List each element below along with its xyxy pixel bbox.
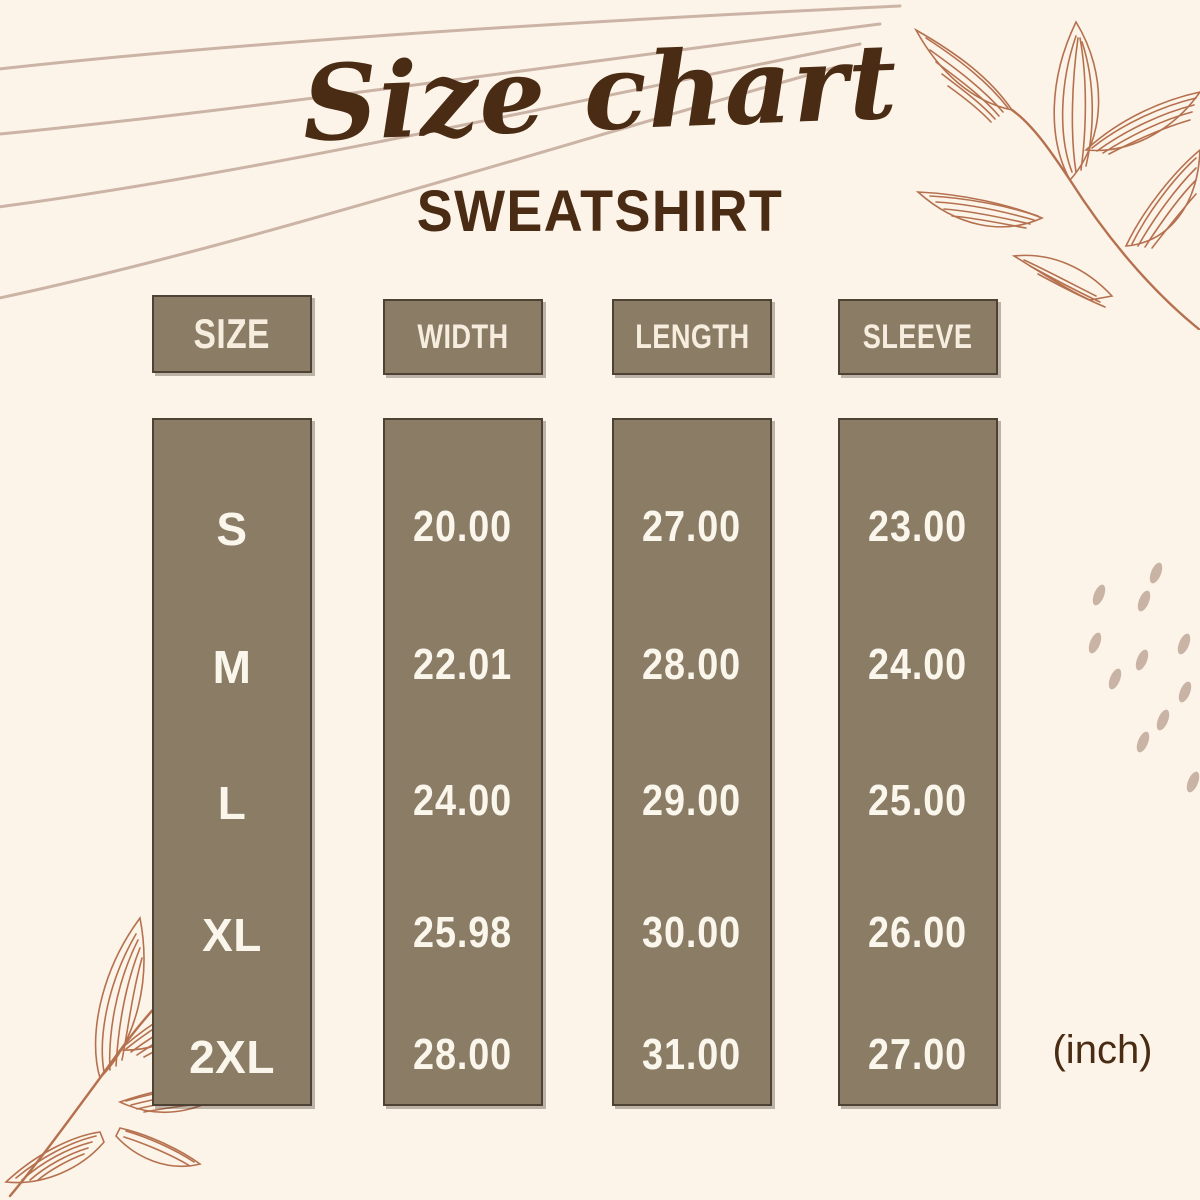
column-header-width-label: WIDTH [417, 317, 509, 356]
cell-sleeve: 26.00 [868, 908, 968, 957]
cell-sleeve: 24.00 [868, 640, 968, 689]
cell-width: 22.01 [413, 640, 513, 689]
seed-dot-cluster [1088, 562, 1200, 793]
cell-sleeve: 23.00 [868, 502, 968, 551]
cell-size: S [216, 503, 248, 555]
column-header-length-label: LENGTH [634, 317, 750, 356]
cell-size: XL [202, 909, 262, 961]
cell-width: 28.00 [413, 1030, 513, 1079]
column-body-size: S M L XL 2XL [152, 418, 312, 1106]
column-header-sleeve: SLEEVE [838, 299, 998, 375]
column-header-length: LENGTH [612, 299, 772, 375]
cell-sleeve: 27.00 [868, 1030, 968, 1079]
cell-size: L [217, 777, 247, 829]
cell-length: 31.00 [642, 1030, 742, 1079]
column-header-size-label: SIZE [193, 310, 271, 357]
unit-label: (inch) [1052, 1028, 1153, 1072]
column-header-size: SIZE [152, 295, 312, 373]
cell-width: 20.00 [413, 502, 513, 551]
cell-size: M [212, 641, 252, 693]
cell-sleeve: 25.00 [868, 776, 968, 825]
cell-length: 29.00 [642, 776, 742, 825]
cell-width: 25.98 [413, 908, 513, 957]
column-body-sleeve: 23.00 24.00 25.00 26.00 27.00 [838, 418, 998, 1106]
cell-length: 30.00 [642, 908, 742, 957]
column-body-width: 20.00 22.01 24.00 25.98 28.00 [383, 418, 543, 1106]
cell-size: 2XL [189, 1031, 275, 1083]
cell-width: 24.00 [413, 776, 513, 825]
column-header-width: WIDTH [383, 299, 543, 375]
cell-length: 28.00 [642, 640, 742, 689]
page-title-subtitle: SWEATSHIRT [416, 179, 784, 244]
cell-length: 27.00 [642, 502, 742, 551]
column-body-length: 27.00 28.00 29.00 30.00 31.00 [612, 418, 772, 1106]
column-header-sleeve-label: SLEEVE [863, 317, 973, 356]
page-title-script: Size chart [300, 19, 900, 166]
